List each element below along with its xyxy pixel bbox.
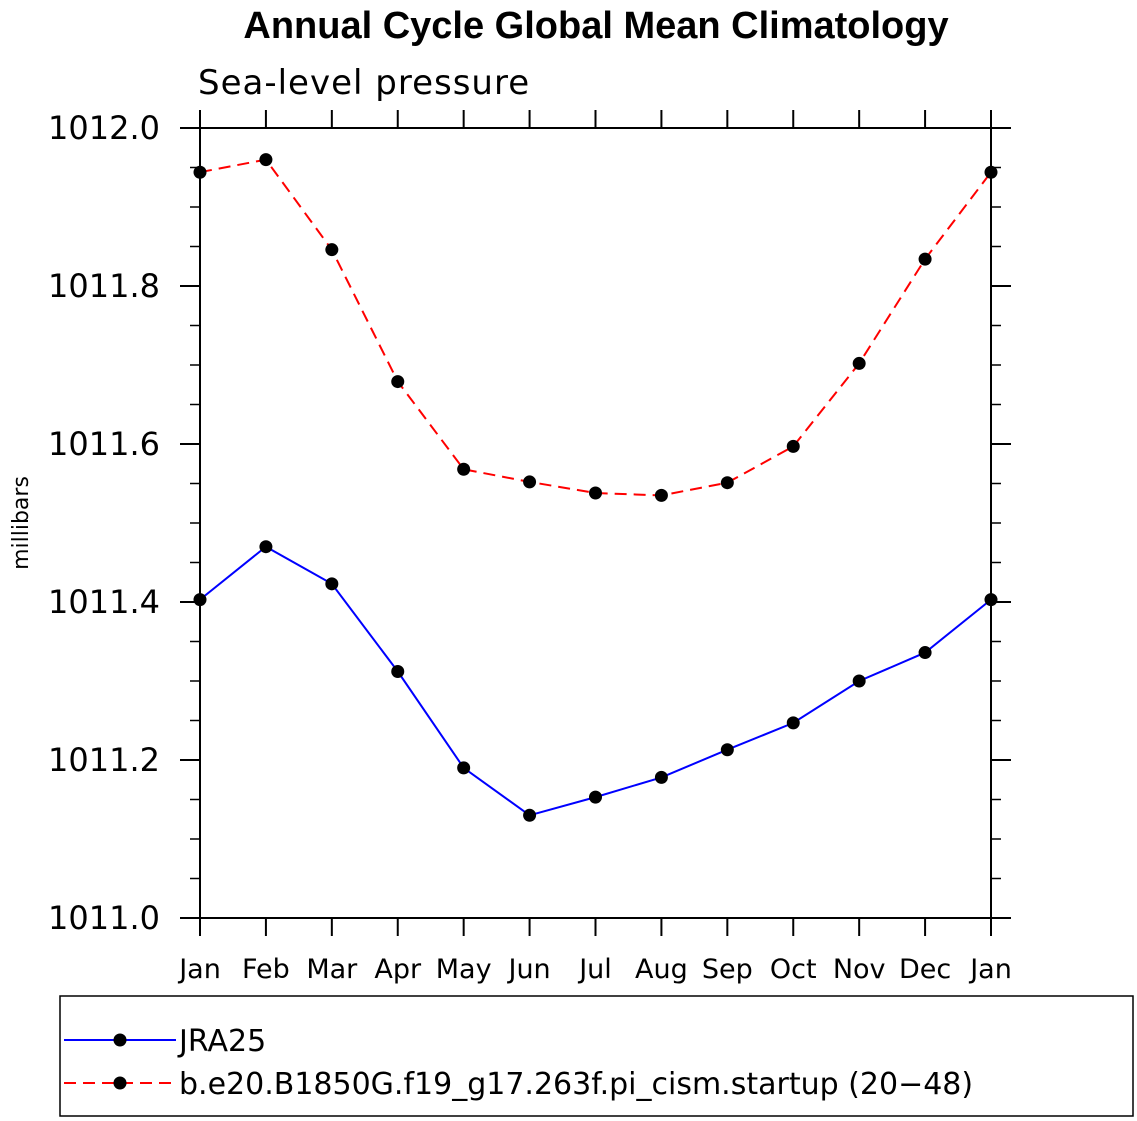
y-tick-label: 1011.2 <box>48 741 160 779</box>
data-point <box>852 356 866 370</box>
x-tick-label: Jun <box>506 954 550 985</box>
x-tick-label: Jan <box>177 954 221 985</box>
data-point <box>523 475 537 489</box>
x-tick-label: Sep <box>702 954 753 985</box>
x-tick-label: Feb <box>242 954 290 985</box>
x-tick-label: Jan <box>968 954 1012 985</box>
data-point <box>720 476 734 490</box>
data-point <box>325 243 339 257</box>
axes: 1011.0 1011.2 1011.4 1011.6 1011.8 1012.0 Jan F… <box>48 109 1012 985</box>
series-line-2 <box>199 158 992 497</box>
legend-marker <box>113 1076 127 1090</box>
data-point <box>654 488 668 502</box>
chart-subtitle: Sea-level pressure <box>198 63 530 103</box>
data-point <box>720 743 734 757</box>
legend-label-2: b.e20.B1850G.f19_g17.263f.pi_cism.startu… <box>179 1067 973 1102</box>
series-line-1 <box>199 545 992 817</box>
x-tick-label: May <box>436 954 492 985</box>
data-point <box>259 153 273 167</box>
data-point <box>984 593 998 607</box>
x-tick-label: Oct <box>770 954 817 985</box>
data-point <box>918 252 932 266</box>
data-point <box>523 808 537 822</box>
y-tick-label: 1011.4 <box>48 583 160 621</box>
y-axis-label: millibars <box>9 476 34 570</box>
data-point <box>984 165 998 179</box>
data-point <box>325 577 339 591</box>
x-tick-label: Apr <box>374 954 422 985</box>
data-point <box>193 165 207 179</box>
y-tick-label: 1012.0 <box>48 109 160 147</box>
chart-title: Annual Cycle Global Mean Climatology <box>243 5 948 47</box>
data-point <box>786 716 800 730</box>
series-lines <box>193 153 998 822</box>
legend-label-1: JRA25 <box>177 1024 266 1059</box>
x-tick-label: Aug <box>635 954 688 985</box>
legend: JRA25 b.e20.B1850G.f19_g17.263f.pi_cism.s… <box>64 1024 973 1102</box>
data-point <box>193 593 207 607</box>
legend-marker <box>113 1033 127 1047</box>
x-tick-label: Jul <box>577 954 612 985</box>
data-point <box>457 761 471 775</box>
data-point <box>391 665 405 679</box>
data-point <box>391 375 405 389</box>
data-point <box>457 462 471 476</box>
data-point <box>852 674 866 688</box>
y-tick-label: 1011.0 <box>48 899 160 937</box>
x-tick-label: Mar <box>306 954 358 985</box>
data-point <box>589 790 602 804</box>
data-point <box>786 439 800 453</box>
data-point <box>918 646 932 660</box>
x-tick-label: Nov <box>833 954 886 985</box>
data-point <box>654 770 668 784</box>
y-tick-label: 1011.8 <box>48 267 160 305</box>
data-point <box>259 540 273 554</box>
y-tick-label: 1011.6 <box>48 425 160 463</box>
legend-box <box>59 995 1134 1117</box>
x-tick-label: Dec <box>899 954 951 985</box>
data-point <box>589 486 602 500</box>
